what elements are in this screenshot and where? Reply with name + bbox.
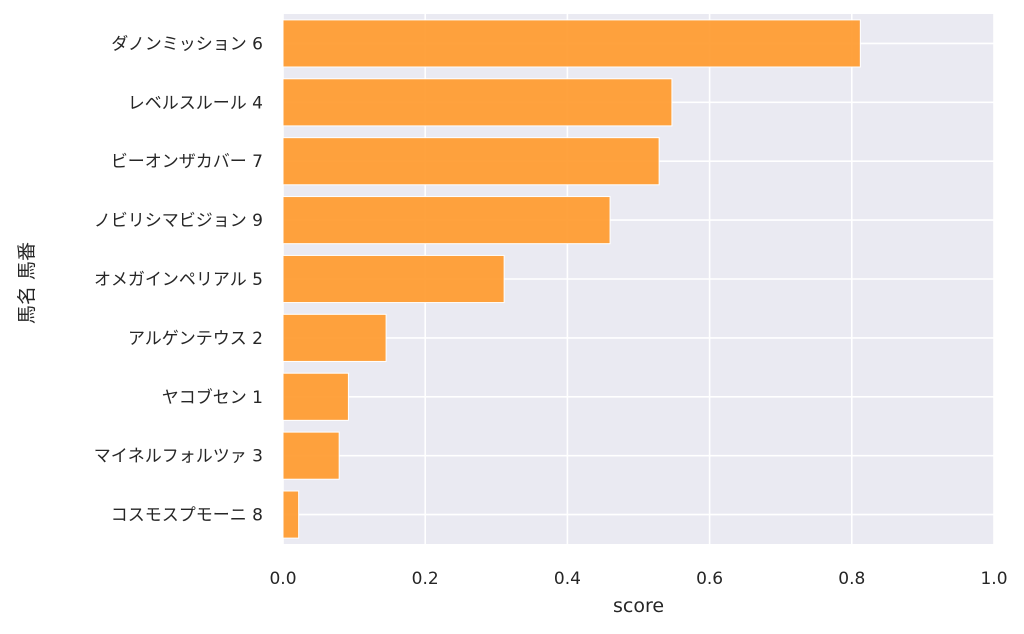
category-label: ノビリシマビジョン 9 xyxy=(94,211,263,231)
category-label: マイネルフォルツァ 3 xyxy=(94,447,263,467)
bar xyxy=(282,196,611,245)
category-label: ヤコブセン 1 xyxy=(162,387,263,408)
y-axis-title: 馬名 馬番 xyxy=(16,242,38,324)
x-tick-label: 0.4 xyxy=(554,569,581,589)
bar xyxy=(282,78,673,127)
x-axis-title: score xyxy=(613,595,664,617)
x-tick-label: 0.6 xyxy=(696,569,723,589)
category-label: レベルスルール 4 xyxy=(128,93,263,113)
bars xyxy=(282,19,861,539)
bar xyxy=(282,137,660,186)
bar xyxy=(282,431,340,480)
bar xyxy=(282,372,349,421)
category-label: コスモスプモーニ 8 xyxy=(111,506,263,526)
category-label: アルゲンテウス 2 xyxy=(128,329,263,349)
bar xyxy=(282,19,861,68)
x-tick-label: 0.8 xyxy=(838,569,865,589)
x-tick-label: 1.0 xyxy=(980,569,1007,589)
category-labels: ダノンミッション 6 レベルスルール 4 ビーオンザカバー 7 ノビリシマビジョン 9… xyxy=(94,34,263,525)
x-tick-labels: 0.0 0.2 0.4 0.6 0.8 1.0 xyxy=(269,569,1007,589)
category-label: ビーオンザカバー 7 xyxy=(111,152,263,172)
bar xyxy=(282,313,387,362)
bar xyxy=(282,490,300,539)
x-tick-label: 0.2 xyxy=(412,569,439,589)
bar xyxy=(282,254,505,304)
x-tick-label: 0.0 xyxy=(269,569,296,589)
category-label: オメガインペリアル 5 xyxy=(94,270,263,290)
category-label: ダノンミッション 6 xyxy=(111,34,263,54)
